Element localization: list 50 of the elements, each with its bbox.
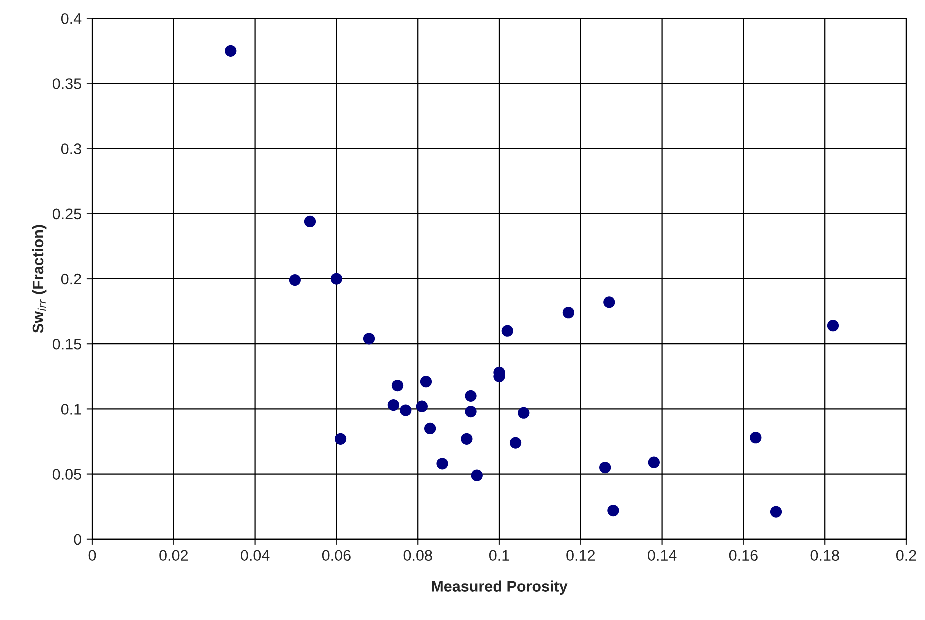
point — [471, 470, 483, 482]
point — [304, 216, 316, 228]
x-tick-label: 0.02 — [160, 550, 188, 562]
x-tick-label: 0.08 — [404, 550, 432, 562]
x-tick-label: 0.16 — [729, 550, 758, 562]
point — [400, 404, 412, 416]
y-tick-label: 0.4 — [61, 13, 82, 24]
point — [770, 506, 782, 518]
point — [510, 437, 522, 449]
point — [827, 320, 840, 332]
point — [330, 273, 343, 285]
x-tick-label: 0.12 — [566, 550, 595, 562]
x-tick-label: 0.1 — [489, 550, 510, 562]
point — [604, 296, 616, 308]
point — [518, 407, 530, 419]
point — [465, 390, 477, 402]
point — [436, 458, 448, 470]
y-tick-label: 0.15 — [52, 338, 82, 350]
y-tick-label: 0.3 — [61, 144, 82, 154]
point — [502, 325, 514, 337]
point — [334, 433, 347, 445]
point — [363, 333, 376, 345]
y-tick-label: 0.05 — [52, 469, 82, 480]
x-tick-label: 0.06 — [322, 550, 351, 562]
y-tick-label: 0.2 — [61, 274, 82, 285]
point — [388, 399, 400, 412]
x-axis-title: Measured Porosity — [432, 580, 568, 595]
point — [416, 400, 428, 412]
y-tick-label: 0.25 — [52, 208, 82, 220]
x-tick-label: 0 — [88, 550, 96, 562]
point — [600, 462, 612, 474]
point — [608, 504, 620, 517]
point — [562, 307, 574, 319]
y-tick-label: 0 — [74, 534, 82, 546]
y-axis-title: Sw$_{irr}$ (Fraction) — [32, 225, 47, 334]
point — [424, 422, 436, 435]
y-tick-label: 0.1 — [61, 404, 82, 415]
x-tick-label: 0.2 — [896, 550, 916, 562]
point — [750, 432, 762, 444]
point — [648, 456, 660, 468]
point — [420, 376, 432, 388]
point — [225, 45, 237, 57]
point — [392, 380, 404, 392]
point — [461, 433, 473, 445]
y-tick-label: 0.35 — [52, 78, 82, 90]
point — [289, 274, 301, 286]
x-tick-label: 0.04 — [241, 550, 270, 562]
x-tick-label: 0.18 — [810, 550, 840, 562]
x-tick-label: 0.14 — [648, 550, 677, 562]
point — [465, 406, 477, 418]
